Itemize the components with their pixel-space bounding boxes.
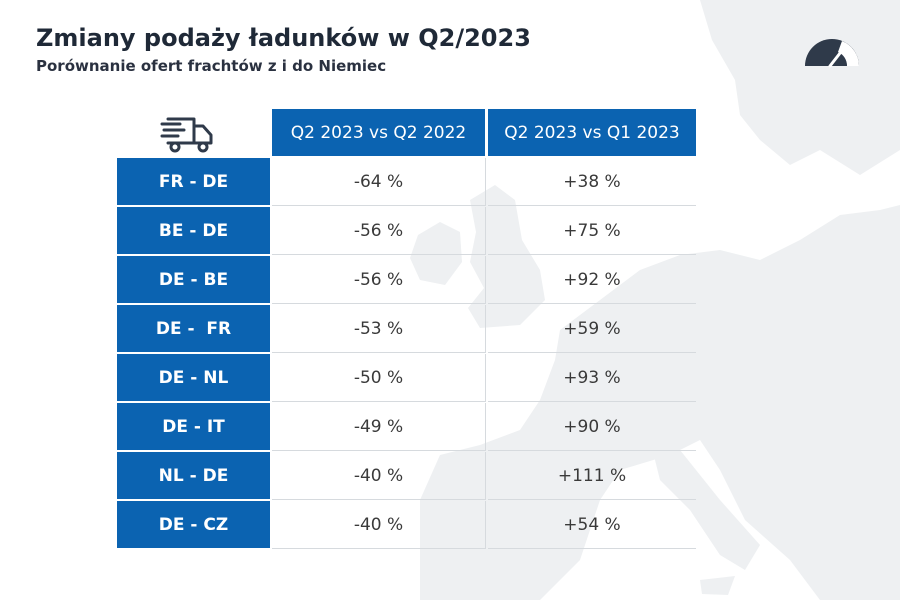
row-label: DE - NL xyxy=(117,354,270,401)
table-row: DE - NL -50 % +93 % xyxy=(117,354,697,403)
cell-qoq: +75 % xyxy=(488,207,696,255)
table-row: FR - DE -64 % +38 % xyxy=(117,158,697,207)
cell-yoy: -53 % xyxy=(272,305,486,353)
gauge-icon xyxy=(805,39,859,68)
row-label: DE - BE xyxy=(117,256,270,303)
chart-title: Zmiany podaży ładunków w Q2/2023 xyxy=(36,24,531,52)
cell-qoq: +111 % xyxy=(488,452,696,500)
row-label: DE - CZ xyxy=(117,501,270,548)
table-row: NL - DE -40 % +111 % xyxy=(117,452,697,501)
cell-yoy: -56 % xyxy=(272,207,486,255)
chart-subtitle: Porównanie ofert frachtów z i do Niemiec xyxy=(36,57,387,75)
cell-qoq: +54 % xyxy=(488,501,696,549)
row-label: FR - DE xyxy=(117,158,270,205)
cell-qoq: +38 % xyxy=(488,158,696,206)
table-row: DE - IT -49 % +90 % xyxy=(117,403,697,452)
column-header-yoy: Q2 2023 vs Q2 2022 xyxy=(272,109,485,156)
cell-qoq: +92 % xyxy=(488,256,696,304)
cell-yoy: -40 % xyxy=(272,501,486,549)
cell-yoy: -64 % xyxy=(272,158,486,206)
column-header-qoq: Q2 2023 vs Q1 2023 xyxy=(488,109,696,156)
row-label: BE - DE xyxy=(117,207,270,254)
cell-yoy: -49 % xyxy=(272,403,486,451)
table-row: BE - DE -56 % +75 % xyxy=(117,207,697,256)
row-label: DE - FR xyxy=(117,305,270,352)
cell-qoq: +59 % xyxy=(488,305,696,353)
cell-yoy: -40 % xyxy=(272,452,486,500)
cell-yoy: -50 % xyxy=(272,354,486,402)
table-row: DE - CZ -40 % +54 % xyxy=(117,501,697,550)
cell-qoq: +93 % xyxy=(488,354,696,402)
cell-yoy: -56 % xyxy=(272,256,486,304)
truck-icon xyxy=(160,117,213,153)
table-row: DE - BE -56 % +92 % xyxy=(117,256,697,305)
table-row: DE - FR -53 % +59 % xyxy=(117,305,697,354)
table-body: FR - DE -64 % +38 % BE - DE -56 % +75 % … xyxy=(117,158,697,550)
row-label: DE - IT xyxy=(117,403,270,450)
cell-qoq: +90 % xyxy=(488,403,696,451)
row-label: NL - DE xyxy=(117,452,270,499)
